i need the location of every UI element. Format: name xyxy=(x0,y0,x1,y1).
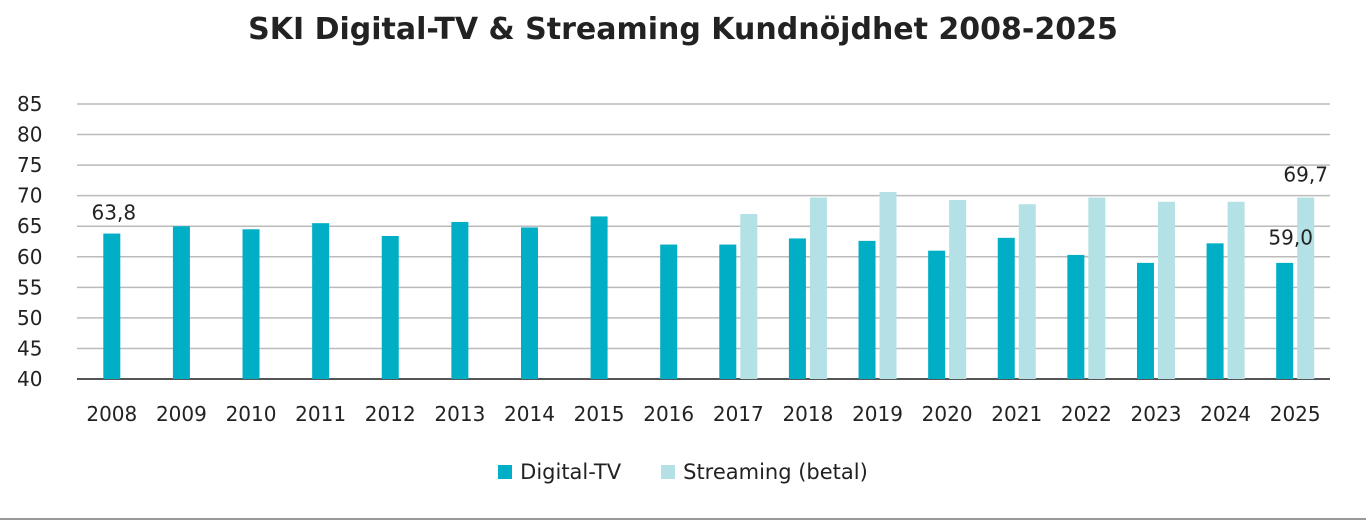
bar-streaming-2021 xyxy=(1018,204,1036,379)
bar-digital-tv-2020 xyxy=(928,250,946,379)
bar-streaming-2020 xyxy=(949,199,967,379)
x-tick-label: 2025 xyxy=(1270,402,1321,426)
bar-streaming-2019 xyxy=(879,192,897,379)
x-tick-label: 2017 xyxy=(713,402,764,426)
legend-item-streaming: Streaming (betal) xyxy=(661,460,868,484)
bar-digital-tv-2023 xyxy=(1136,262,1154,379)
data-label: 69,7 xyxy=(1283,163,1328,187)
bar-digital-tv-2022 xyxy=(1067,254,1085,379)
x-tick-label: 2008 xyxy=(86,402,137,426)
data-label: 59,0 xyxy=(1268,226,1313,250)
y-tick-label: 55 xyxy=(17,275,42,299)
x-tick-label: 2022 xyxy=(1061,402,1112,426)
x-tick-label: 2014 xyxy=(504,402,555,426)
x-tick-label: 2019 xyxy=(852,402,903,426)
bar-digital-tv-2008 xyxy=(103,233,121,379)
y-tick-label: 80 xyxy=(17,123,42,147)
x-tick-label: 2015 xyxy=(574,402,625,426)
y-tick-label: 70 xyxy=(17,184,42,208)
y-tick-label: 45 xyxy=(17,336,42,360)
legend-swatch xyxy=(661,465,676,479)
bar-digital-tv-2018 xyxy=(788,238,806,379)
divider xyxy=(0,518,1366,520)
y-tick-label: 65 xyxy=(17,214,42,238)
legend: Digital-TV Streaming (betal) xyxy=(0,460,1366,484)
legend-label: Digital-TV xyxy=(520,460,622,484)
x-tick-label: 2016 xyxy=(643,402,694,426)
x-tick-label: 2011 xyxy=(295,402,346,426)
data-label: 63,8 xyxy=(92,201,137,225)
x-tick-label: 2023 xyxy=(1131,402,1182,426)
y-tick-label: 60 xyxy=(17,245,42,269)
legend-item-digital-tv: Digital-TV xyxy=(498,460,621,484)
y-tick-label: 75 xyxy=(17,153,42,177)
bar-digital-tv-2009 xyxy=(172,226,190,379)
x-tick-label: 2024 xyxy=(1200,402,1251,426)
bar-streaming-2024 xyxy=(1227,201,1245,379)
y-tick-label: 85 xyxy=(17,92,42,116)
y-tick-label: 50 xyxy=(17,306,42,330)
x-tick-label: 2010 xyxy=(226,402,277,426)
bar-digital-tv-2025 xyxy=(1276,262,1294,379)
bar-digital-tv-2012 xyxy=(381,236,399,379)
bar-streaming-2022 xyxy=(1088,197,1106,379)
bar-digital-tv-2017 xyxy=(719,244,737,379)
bar-digital-tv-2015 xyxy=(590,216,608,379)
x-tick-label: 2013 xyxy=(434,402,485,426)
x-tick-label: 2018 xyxy=(782,402,833,426)
x-tick-label: 2021 xyxy=(991,402,1042,426)
x-tick-label: 2009 xyxy=(156,402,207,426)
bar-digital-tv-2016 xyxy=(660,244,678,379)
bar-digital-tv-2010 xyxy=(242,229,260,379)
bar-digital-tv-2019 xyxy=(858,240,876,379)
legend-swatch xyxy=(498,465,513,479)
bar-streaming-2023 xyxy=(1157,201,1175,379)
bar-digital-tv-2013 xyxy=(451,221,469,379)
bar-digital-tv-2014 xyxy=(520,227,538,379)
bar-digital-tv-2024 xyxy=(1206,243,1224,379)
bar-streaming-2018 xyxy=(809,197,827,379)
bar-streaming-2017 xyxy=(740,214,758,379)
x-tick-label: 2020 xyxy=(922,402,973,426)
bar-digital-tv-2011 xyxy=(312,223,330,379)
bar-digital-tv-2021 xyxy=(997,237,1015,379)
x-tick-label: 2012 xyxy=(365,402,416,426)
chart-title: SKI Digital-TV & Streaming Kundnöjdhet 2… xyxy=(248,12,1118,47)
legend-label: Streaming (betal) xyxy=(683,460,868,484)
y-tick-label: 40 xyxy=(17,367,42,391)
bar-streaming-2025 xyxy=(1297,197,1315,379)
